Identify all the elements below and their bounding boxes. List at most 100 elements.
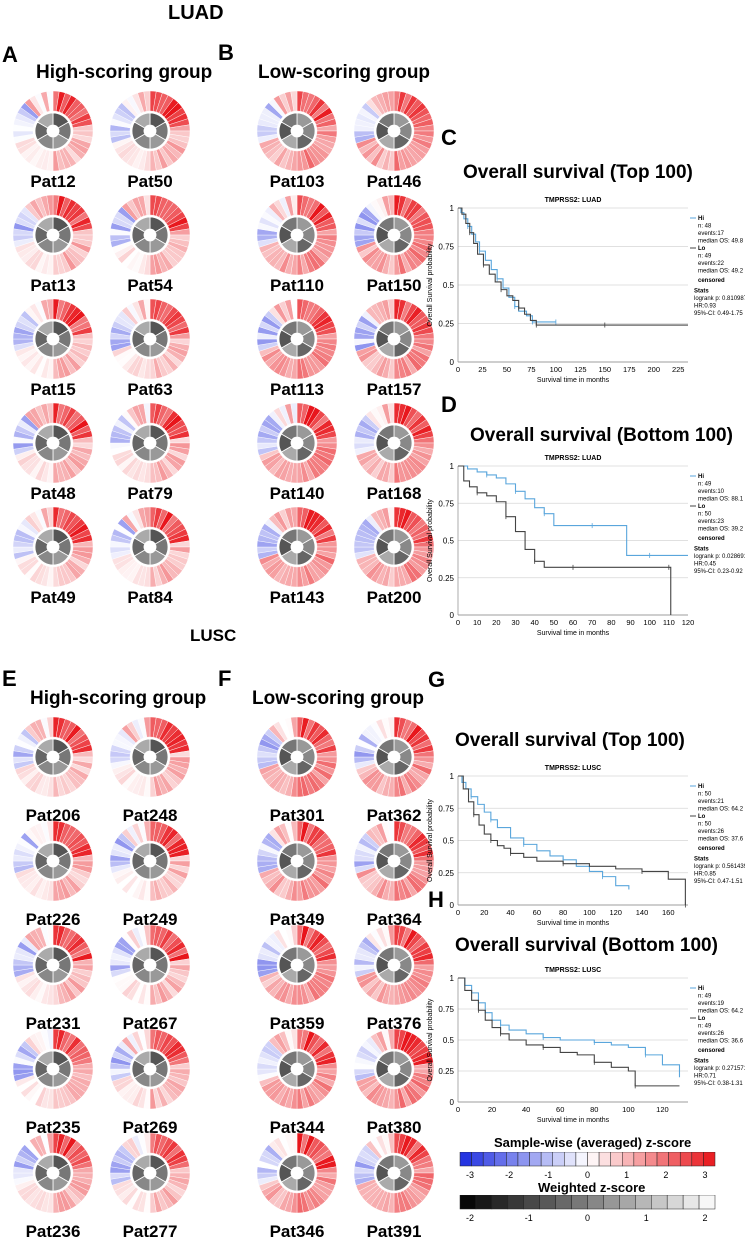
section-title-lusc: LUSC [190, 626, 237, 645]
scale-cell [482, 1152, 496, 1167]
scale-cell [703, 1152, 716, 1167]
patient-wheel [256, 402, 338, 484]
legend-lo-n: n: 50 [698, 512, 712, 518]
x-tick-label: 25 [478, 365, 486, 374]
wheel-segment [143, 820, 151, 842]
x-tick-label: 120 [682, 618, 695, 627]
legend-hi-n: n: 49 [698, 482, 712, 488]
patient-wheel-card: Pat362 [346, 714, 442, 826]
legend-lo-label: Lo [698, 1016, 706, 1022]
patient-wheel-card: Pat349 [249, 818, 345, 930]
km-subtitle: TMPRSS2: LUAD [545, 455, 602, 462]
scale-cell [610, 1152, 623, 1167]
scale-tick-label: -1 [544, 1170, 552, 1180]
x-tick-label: 125 [574, 365, 587, 374]
panel-letter-a: A [2, 42, 18, 67]
km-title-d: Overall survival (Bottom 100) [470, 425, 733, 446]
sample-scale-title: Sample-wise (averaged) z-score [494, 1135, 692, 1150]
wheel-core-segment [280, 320, 298, 337]
patient-wheel-card: Pat231 [5, 922, 101, 1034]
km-chart-c: TMPRSS2: LUAD 0 0.25 0.5 0.75 1 0 25 50 75 100 125 1… [427, 197, 745, 384]
scale-cell [651, 1195, 668, 1210]
patient-wheel-card: Pat380 [346, 1026, 442, 1138]
x-axis-label: Survival time in months [537, 377, 610, 384]
wheel-core-segment [133, 946, 151, 963]
patient-wheel [109, 1028, 191, 1110]
wheel-segment [46, 298, 54, 320]
legend-censored: censored [698, 846, 725, 852]
patient-label: Pat248 [122, 806, 178, 825]
wheel-segment [46, 90, 54, 112]
patient-wheel-card: Pat15 [5, 296, 101, 400]
y-tick-label: 1 [450, 974, 455, 983]
scale-tick-label: -3 [466, 1170, 474, 1180]
patient-wheel [109, 194, 191, 276]
patient-wheel-card: Pat12 [5, 88, 101, 192]
legend-hi-label: Hi [698, 986, 704, 992]
legend-censored: censored [698, 536, 725, 542]
y-tick-label: 0 [450, 1098, 455, 1107]
legend-censored: censored [698, 1048, 725, 1054]
legend-ci: 95%-CI: 0.38-1.31 [694, 1081, 743, 1087]
scale-tick-label: 2 [663, 1170, 668, 1180]
patient-label: Pat54 [127, 276, 173, 295]
legend-logrank: logrank p: 0.2715717 [694, 1066, 745, 1072]
scale-cell [552, 1152, 565, 1167]
wheel-core-segment [133, 1154, 151, 1171]
legend-stats-label: Stats [694, 289, 709, 295]
legend-lo-label: Lo [698, 246, 706, 252]
wheel-segment [290, 716, 298, 738]
wheel-segment [290, 820, 298, 842]
x-tick-label: 80 [559, 908, 567, 917]
patient-wheel [109, 90, 191, 172]
scale-cell [656, 1152, 669, 1167]
patient-wheel [353, 506, 435, 588]
patient-wheel [256, 90, 338, 172]
wheel-core-segment [36, 216, 54, 233]
patient-wheel-card: Pat206 [5, 714, 101, 826]
y-tick-label: 0.25 [438, 320, 454, 329]
y-tick-label: 0.75 [438, 499, 454, 508]
wheel-core-segment [280, 424, 298, 441]
patient-wheel [109, 1132, 191, 1214]
patient-wheel-card: Pat157 [346, 296, 442, 400]
wheel-segment [143, 506, 151, 528]
patient-wheel [12, 820, 94, 902]
patient-wheel [256, 924, 338, 1006]
wheel-core-segment [377, 216, 395, 233]
wheel-segment [387, 298, 395, 320]
wheel-core-segment [280, 216, 298, 233]
patient-label: Pat344 [269, 1118, 325, 1137]
legend-hi-n: n: 49 [698, 994, 712, 1000]
legend-lo-n: n: 50 [698, 822, 712, 828]
legend-hi-median: median OS: 49.8 [698, 239, 744, 245]
patient-label: Pat143 [269, 588, 325, 607]
patient-wheel [109, 924, 191, 1006]
scale-cell [698, 1195, 716, 1210]
wheel-segment [46, 1132, 54, 1154]
x-tick-label: 0 [456, 365, 460, 374]
wheel-segment [46, 506, 54, 528]
legend-lo-n: n: 49 [698, 254, 712, 260]
scale-cell [679, 1152, 693, 1167]
x-tick-label: 100 [583, 908, 596, 917]
patient-wheel-card: Pat235 [5, 1026, 101, 1138]
wheel-segment [46, 402, 54, 424]
legend-hi-label: Hi [698, 216, 704, 222]
wheel-segment [290, 1132, 298, 1154]
y-tick-label: 0.25 [438, 574, 454, 583]
x-tick-label: 175 [623, 365, 636, 374]
x-tick-label: 30 [511, 618, 519, 627]
wheel-core-segment [377, 1050, 395, 1067]
patient-grid-b: Pat103 Pat146 Pat110 Pat150 Pat113 Pat157 Pat1… [244, 88, 454, 608]
scale-tick-label: 2 [702, 1213, 707, 1223]
scale-cell [635, 1195, 652, 1210]
x-tick-label: 80 [590, 1105, 598, 1114]
patient-wheel-card: Pat168 [346, 400, 442, 504]
wheel-core-segment [133, 216, 151, 233]
legend-hi-events: events:21 [698, 799, 725, 805]
scale-tick-label: -1 [525, 1213, 533, 1223]
wheel-core-segment [377, 1154, 395, 1171]
wheel-core-segment [36, 1154, 54, 1171]
patient-wheel [12, 1028, 94, 1110]
